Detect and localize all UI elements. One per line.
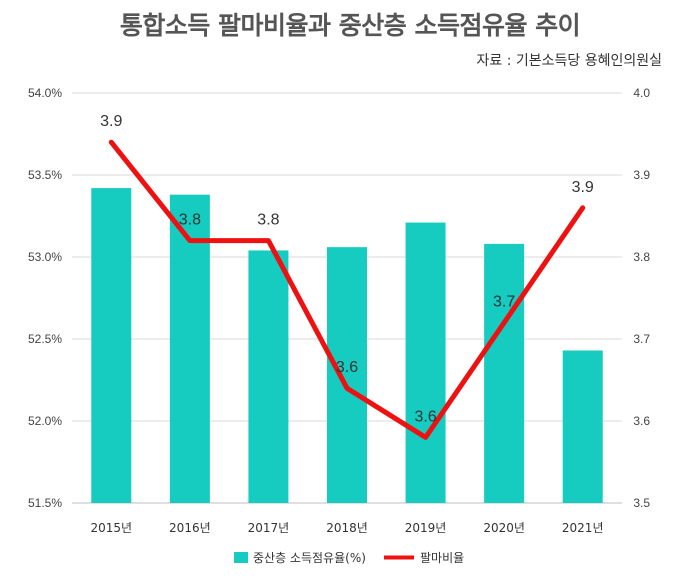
x-axis-tick: 2020년 xyxy=(483,521,525,535)
legend: 중산층 소득점유율(%) 팔마비율 xyxy=(234,551,464,565)
bar xyxy=(484,243,525,503)
bar xyxy=(405,222,446,503)
bar xyxy=(91,188,132,503)
left-axis-tick: 52.0% xyxy=(28,414,62,428)
left-axis-tick: 54.0% xyxy=(28,86,62,100)
legend-line-label: 팔마비율 xyxy=(420,551,464,565)
data-label: 3.9 xyxy=(572,179,594,196)
data-labels: 3.9 3.8 3.8 3.6 3.6 3.7 3.9 xyxy=(100,113,594,425)
legend-bar-label: 중산층 소득점유율(%) xyxy=(253,551,366,565)
line-series xyxy=(108,139,586,440)
x-axis-tick: 2017년 xyxy=(248,521,290,535)
x-axis-tick: 2019년 xyxy=(405,521,447,535)
palma-ratio-line xyxy=(108,139,586,440)
x-axis-tick: 2018년 xyxy=(326,521,368,535)
legend-bar-swatch xyxy=(234,552,248,563)
left-axis-tick: 53.5% xyxy=(28,168,62,182)
left-axis-tick: 53.0% xyxy=(28,250,62,264)
source-note: 자료 : 기본소득당 용혜인의원실 xyxy=(476,53,662,69)
right-axis-tick: 3.5 xyxy=(633,496,650,510)
data-label: 3.6 xyxy=(336,359,358,376)
bar xyxy=(327,247,367,503)
bar xyxy=(169,194,210,503)
left-axis-tick: 52.5% xyxy=(28,332,62,346)
data-label: 3.8 xyxy=(257,212,279,229)
bar xyxy=(562,350,603,503)
axis-ticks: 51.5% 3.5 52.0% 3.6 52.5% 3.7 53.0% 3.8 53.5% 3.9… xyxy=(28,86,650,535)
right-axis-tick: 3.6 xyxy=(633,414,650,428)
bar-series xyxy=(91,188,603,503)
x-axis-tick: 2015년 xyxy=(90,521,132,535)
left-axis-tick: 51.5% xyxy=(28,496,62,510)
data-label: 3.7 xyxy=(493,294,515,311)
right-axis-tick: 4.0 xyxy=(633,86,650,100)
right-axis-tick: 3.7 xyxy=(633,332,650,346)
data-label: 3.8 xyxy=(179,212,201,229)
right-axis-tick: 3.9 xyxy=(633,168,650,182)
chart-title: 통합소득 팔마비율과 중산층 소득점유율 추이 xyxy=(119,11,581,40)
right-axis-tick: 3.8 xyxy=(633,250,650,264)
data-label: 3.9 xyxy=(100,113,122,130)
data-label: 3.6 xyxy=(414,408,436,425)
bar xyxy=(248,250,289,503)
x-axis-tick: 2016년 xyxy=(169,521,211,535)
x-axis-tick: 2021년 xyxy=(562,521,604,535)
